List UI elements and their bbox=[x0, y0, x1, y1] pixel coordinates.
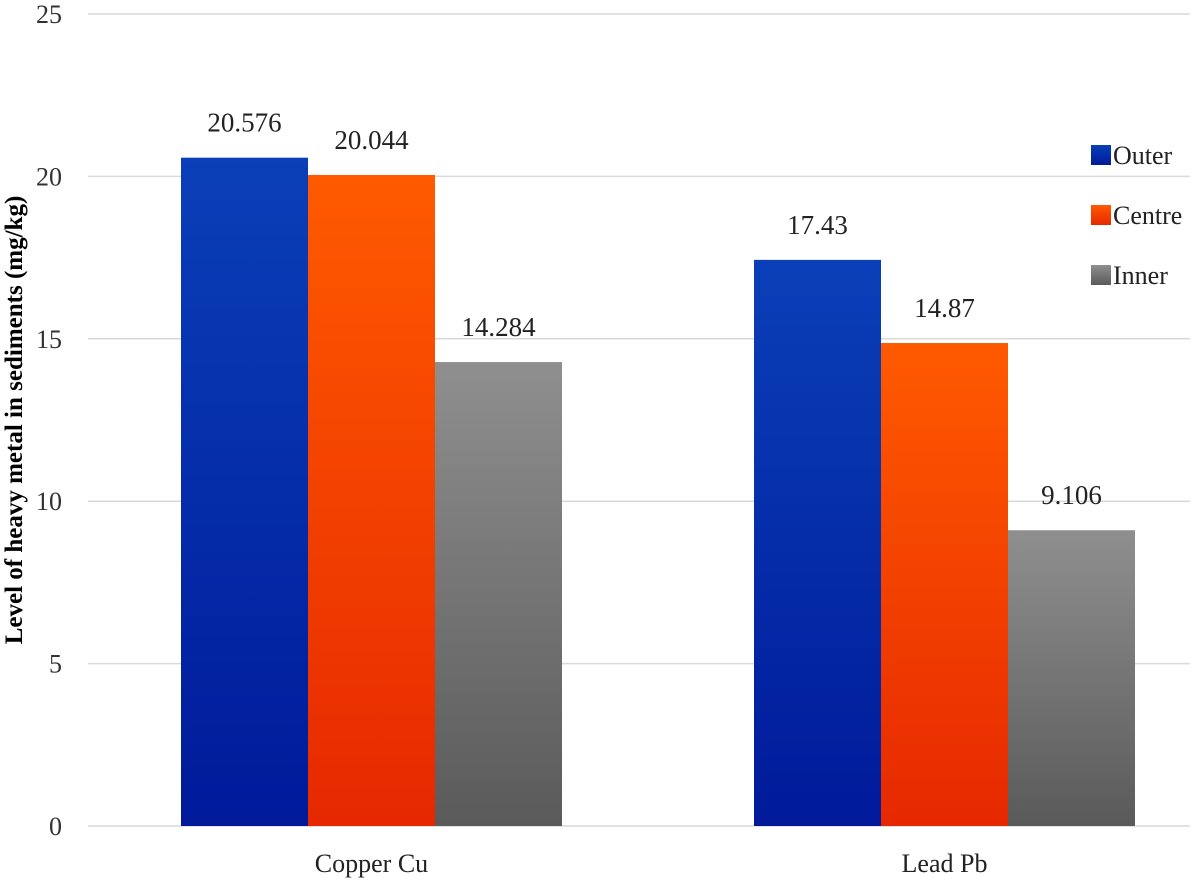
bar-outer-copper bbox=[181, 157, 308, 826]
data-label: 17.43 bbox=[787, 210, 848, 240]
bar-centre-copper bbox=[308, 174, 435, 826]
data-label: 14.87 bbox=[914, 293, 975, 323]
bar-inner-copper bbox=[435, 362, 562, 826]
x-category-label: Copper Cu bbox=[315, 849, 428, 878]
legend-label-centre: Centre bbox=[1113, 201, 1182, 230]
y-tick-label: 15 bbox=[36, 325, 62, 354]
x-category-label: Lead Pb bbox=[902, 849, 988, 878]
bar-outer-lead bbox=[754, 259, 881, 826]
data-labels: 20.576 20.044 14.284 17.43 14.87 9.106 bbox=[207, 108, 1102, 511]
data-label: 20.576 bbox=[207, 108, 281, 138]
legend: Outer Centre Inner bbox=[1091, 141, 1182, 290]
bar-centre-lead bbox=[881, 343, 1008, 826]
y-tick-label: 10 bbox=[36, 487, 62, 516]
y-tick-label: 0 bbox=[49, 812, 62, 841]
data-label: 20.044 bbox=[334, 125, 409, 155]
bars bbox=[181, 157, 1135, 826]
y-axis-ticks: 0 5 10 15 20 25 bbox=[36, 0, 62, 841]
x-axis-categories: Copper Cu Lead Pb bbox=[315, 849, 988, 878]
legend-swatch-centre bbox=[1091, 205, 1111, 225]
legend-swatch-outer bbox=[1091, 145, 1111, 165]
y-axis-label: Level of heavy metal in sediments (mg/kg… bbox=[1, 196, 28, 645]
y-tick-label: 20 bbox=[36, 162, 62, 191]
data-label: 9.106 bbox=[1041, 480, 1102, 510]
legend-swatch-inner bbox=[1091, 265, 1111, 285]
y-tick-label: 5 bbox=[49, 650, 62, 679]
y-tick-label: 25 bbox=[36, 0, 62, 29]
data-label: 14.284 bbox=[461, 312, 536, 342]
bar-inner-lead bbox=[1008, 530, 1135, 826]
legend-label-inner: Inner bbox=[1113, 261, 1168, 290]
legend-label-outer: Outer bbox=[1113, 141, 1173, 170]
